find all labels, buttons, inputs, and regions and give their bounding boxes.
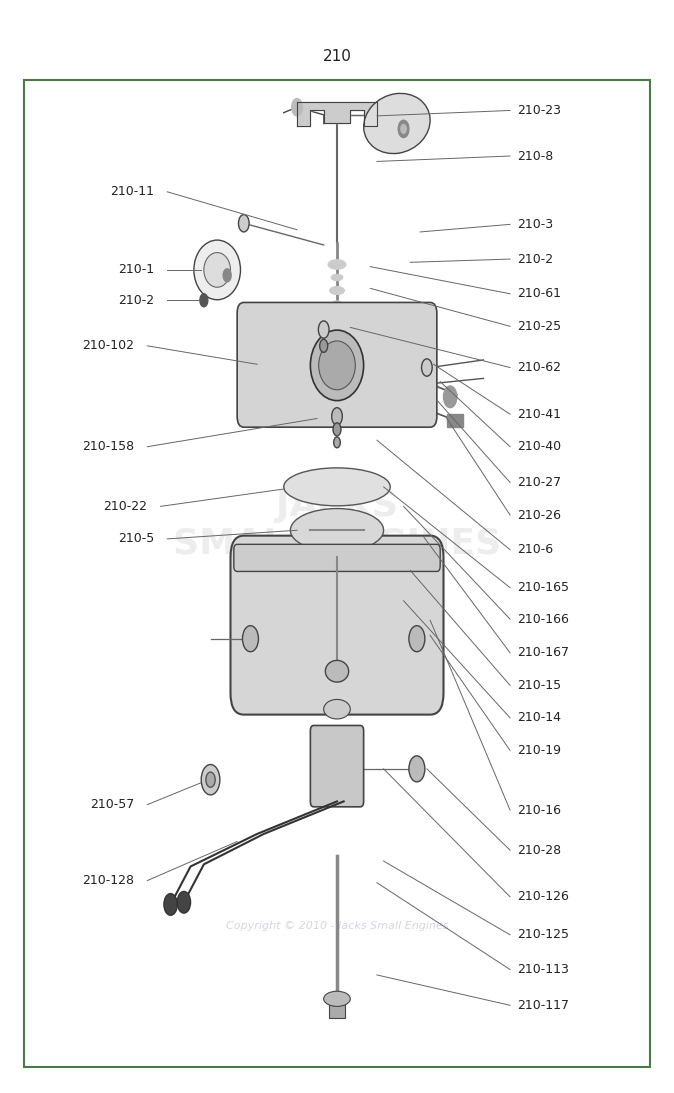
Circle shape	[409, 756, 425, 781]
Ellipse shape	[310, 330, 364, 401]
Circle shape	[319, 339, 328, 352]
Ellipse shape	[194, 240, 241, 299]
Text: 210-14: 210-14	[517, 712, 561, 725]
Text: 210-102: 210-102	[82, 339, 134, 352]
Text: 210-167: 210-167	[517, 646, 569, 659]
Circle shape	[239, 214, 249, 232]
Circle shape	[206, 772, 215, 787]
Text: 210-61: 210-61	[517, 287, 561, 301]
Text: 210-8: 210-8	[517, 150, 553, 163]
Circle shape	[398, 120, 409, 138]
FancyBboxPatch shape	[231, 536, 443, 715]
Text: 210-128: 210-128	[82, 874, 134, 888]
Text: 210-2: 210-2	[517, 252, 553, 266]
Text: 210-5: 210-5	[118, 532, 154, 545]
Text: 210-165: 210-165	[517, 581, 569, 595]
Circle shape	[334, 437, 340, 448]
Ellipse shape	[332, 301, 342, 306]
Circle shape	[292, 98, 303, 116]
FancyBboxPatch shape	[310, 726, 364, 807]
Circle shape	[318, 321, 329, 338]
Circle shape	[443, 386, 457, 408]
Text: 210-117: 210-117	[517, 999, 569, 1012]
Text: 210-166: 210-166	[517, 613, 569, 625]
Text: 210-23: 210-23	[517, 104, 561, 117]
Text: 210-62: 210-62	[517, 361, 561, 374]
Ellipse shape	[284, 468, 390, 506]
Ellipse shape	[364, 93, 430, 154]
Text: 210-22: 210-22	[103, 500, 148, 513]
Circle shape	[409, 625, 425, 651]
Text: 210-57: 210-57	[90, 798, 134, 811]
Text: 210-3: 210-3	[517, 218, 553, 231]
Text: 210-28: 210-28	[517, 844, 561, 857]
Text: 210-1: 210-1	[118, 263, 154, 277]
Text: 210-15: 210-15	[517, 679, 561, 692]
Text: 210: 210	[323, 49, 351, 63]
Bar	[329, 999, 345, 1019]
Circle shape	[243, 625, 258, 651]
Ellipse shape	[319, 341, 355, 390]
Circle shape	[177, 892, 191, 913]
Text: 210-11: 210-11	[110, 186, 154, 198]
Circle shape	[421, 359, 432, 376]
Text: 210-26: 210-26	[517, 508, 561, 521]
Text: 210-16: 210-16	[517, 803, 561, 816]
Circle shape	[202, 764, 220, 795]
Text: 210-126: 210-126	[517, 891, 569, 903]
Text: 210-40: 210-40	[517, 440, 561, 454]
Ellipse shape	[328, 260, 346, 269]
FancyBboxPatch shape	[237, 303, 437, 427]
Bar	[447, 414, 464, 427]
FancyBboxPatch shape	[24, 80, 650, 1067]
Ellipse shape	[324, 700, 350, 719]
Ellipse shape	[204, 252, 231, 287]
Circle shape	[332, 408, 342, 425]
Text: 210-41: 210-41	[517, 408, 561, 421]
Ellipse shape	[326, 660, 348, 682]
Text: 210-2: 210-2	[118, 294, 154, 307]
Text: 210-27: 210-27	[517, 477, 561, 489]
FancyBboxPatch shape	[234, 544, 440, 572]
Circle shape	[401, 125, 406, 133]
Text: 210-113: 210-113	[517, 963, 569, 976]
Circle shape	[200, 294, 208, 307]
Text: 210-158: 210-158	[82, 440, 134, 454]
Circle shape	[333, 423, 341, 436]
Ellipse shape	[330, 310, 344, 318]
Text: 210-25: 210-25	[517, 320, 561, 332]
Ellipse shape	[290, 508, 384, 552]
Circle shape	[223, 269, 231, 282]
Text: Copyright © 2010 - Jacks Small Engines: Copyright © 2010 - Jacks Small Engines	[226, 921, 448, 931]
Text: 210-19: 210-19	[517, 744, 561, 757]
Ellipse shape	[330, 286, 344, 295]
Text: JACKS
SMALL ENGINES: JACKS SMALL ENGINES	[173, 490, 501, 560]
Text: 210-125: 210-125	[517, 928, 569, 941]
Ellipse shape	[331, 274, 343, 281]
Polygon shape	[297, 102, 377, 126]
Ellipse shape	[324, 991, 350, 1007]
Circle shape	[164, 894, 177, 915]
Text: 210-6: 210-6	[517, 543, 553, 556]
